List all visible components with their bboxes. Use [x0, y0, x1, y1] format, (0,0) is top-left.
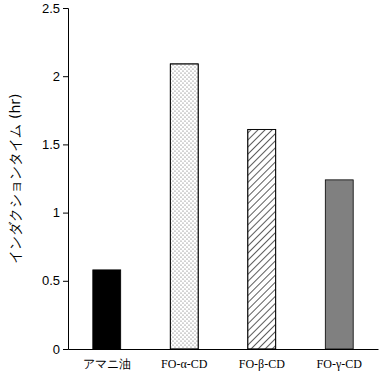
bar	[170, 64, 198, 349]
bar	[248, 129, 276, 349]
y-tick-label: 0.5	[42, 273, 60, 288]
y-tick-label: 2	[53, 69, 60, 84]
x-axis: アマニ油 FO-α-CD FO-β-CD FO-γ-CD	[69, 349, 379, 371]
bar	[93, 270, 121, 349]
bars	[93, 64, 353, 349]
y-tick-mark	[63, 76, 68, 77]
plot: 0 0.5 1 1.5 2 2.5 アマニ油 FO-α-CD FO-β-CD FO-γ-CD	[42, 1, 379, 371]
bar	[325, 180, 353, 349]
y-tick: 2.5	[42, 1, 68, 16]
x-tick-label: FO-α-CD	[161, 357, 208, 371]
y-tick-label: 1	[53, 205, 60, 220]
x-axis-line	[69, 349, 379, 350]
y-tick-mark	[63, 349, 68, 350]
x-tick-label: アマニ油	[83, 357, 131, 371]
y-axis-title: インダクションタイム (hr)	[7, 93, 23, 263]
x-tick: FO-β-CD	[239, 349, 285, 371]
y-tick: 0	[53, 342, 68, 357]
y-tick: 1.5	[42, 137, 68, 152]
y-tick-mark	[63, 144, 68, 145]
y-tick-label: 1.5	[42, 137, 60, 152]
y-tick: 1	[53, 205, 68, 220]
y-tick: 0.5	[42, 273, 68, 288]
x-tick-label: FO-β-CD	[239, 357, 285, 371]
x-tick: アマニ油	[83, 349, 131, 371]
bar-pattern	[170, 64, 198, 349]
bar-pattern	[248, 129, 276, 349]
y-axis-line	[63, 9, 69, 350]
y-tick-label: 0	[53, 342, 60, 357]
y-tick-mark	[63, 213, 68, 214]
chart: 0 0.5 1 1.5 2 2.5 アマニ油 FO-α-CD FO-β-CD FO-γ-CD インダ…	[0, 0, 386, 380]
y-tick-mark	[63, 281, 68, 282]
y-tick-label: 2.5	[42, 1, 60, 16]
y-tick-mark	[63, 8, 68, 9]
x-tick: FO-α-CD	[161, 349, 208, 371]
y-tick: 2	[53, 69, 68, 84]
x-tick-label: FO-γ-CD	[317, 357, 363, 371]
y-axis: 0 0.5 1 1.5 2 2.5	[42, 1, 69, 357]
x-tick: FO-γ-CD	[317, 349, 363, 371]
